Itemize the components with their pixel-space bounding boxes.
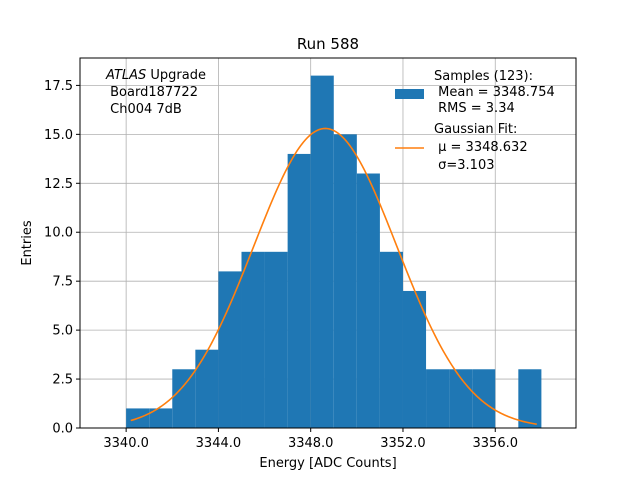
- annotation-atlas: ATLAS: [105, 68, 146, 83]
- legend-hist-label-2: Mean = 3348.754: [434, 85, 555, 100]
- histogram-bar: [472, 369, 496, 428]
- chart-title: Run 588: [297, 35, 359, 53]
- x-tick-label: 3356.0: [473, 436, 519, 451]
- histogram-bar: [195, 349, 219, 428]
- legend: Samples (123): Mean = 3348.754 RMS = 3.3…: [395, 69, 555, 173]
- histogram-bar: [379, 251, 403, 428]
- x-tick-label: 3344.0: [196, 436, 242, 451]
- y-tick-label: 15.0: [44, 128, 73, 143]
- legend-fit-label-1: Gaussian Fit:: [434, 122, 517, 137]
- histogram-bar: [356, 173, 380, 428]
- y-tick-label: 17.5: [44, 79, 73, 94]
- legend-hist-swatch: [395, 89, 424, 99]
- y-tick-label: 5.0: [52, 324, 73, 339]
- atlas-annotation: ATLAS Upgrade Board187722 Ch004 7dB: [105, 68, 206, 117]
- annotation-channel: Ch004 7dB: [106, 102, 182, 117]
- annotation-upgrade: Upgrade: [146, 68, 206, 83]
- legend-hist-label-1: Samples (123):: [434, 69, 533, 84]
- histogram-bar: [426, 369, 450, 428]
- plot-frame: [79, 57, 577, 429]
- gaussian-fit-curve: [130, 127, 537, 425]
- svg-text:ATLAS Upgrade: ATLAS Upgrade: [105, 68, 206, 83]
- histogram-bar: [287, 153, 311, 429]
- x-tick-label: 3340.0: [103, 436, 149, 451]
- histogram-bar: [218, 271, 242, 428]
- x-tick-label: 3352.0: [380, 436, 426, 451]
- annotation-board: Board187722: [106, 85, 198, 100]
- legend-hist-label-3: RMS = 3.34: [434, 101, 515, 116]
- x-axis-label: Energy [ADC Counts]: [259, 456, 396, 471]
- y-tick-label: 7.5: [52, 275, 73, 290]
- legend-fit-label-2: μ = 3348.632: [434, 140, 528, 155]
- y-tick-label: 10.0: [44, 226, 73, 241]
- histogram-bar: [172, 369, 196, 428]
- histogram-bar: [310, 75, 334, 428]
- histogram-bar: [402, 290, 427, 428]
- histogram-bars: [126, 75, 542, 429]
- y-tick-label: 0.0: [52, 422, 73, 437]
- histogram-bar: [264, 251, 288, 428]
- histogram-bar: [149, 408, 173, 428]
- y-axis-label: Entries: [20, 220, 35, 266]
- histogram-bar: [241, 251, 265, 428]
- x-tick-label: 3348.0: [288, 436, 334, 451]
- y-tick-label: 12.5: [44, 177, 73, 192]
- histogram-bar: [518, 369, 542, 428]
- y-axis-ticks: 0.0 2.5 5.0 7.5 10.0 12.5 15.0 17.5: [44, 79, 80, 437]
- histogram-bar: [333, 134, 357, 428]
- legend-fit-label-3: σ=3.103: [434, 158, 494, 173]
- y-tick-label: 2.5: [52, 373, 73, 388]
- x-axis-ticks: 3340.0 3344.0 3348.0 3352.0 3356.0: [103, 428, 518, 451]
